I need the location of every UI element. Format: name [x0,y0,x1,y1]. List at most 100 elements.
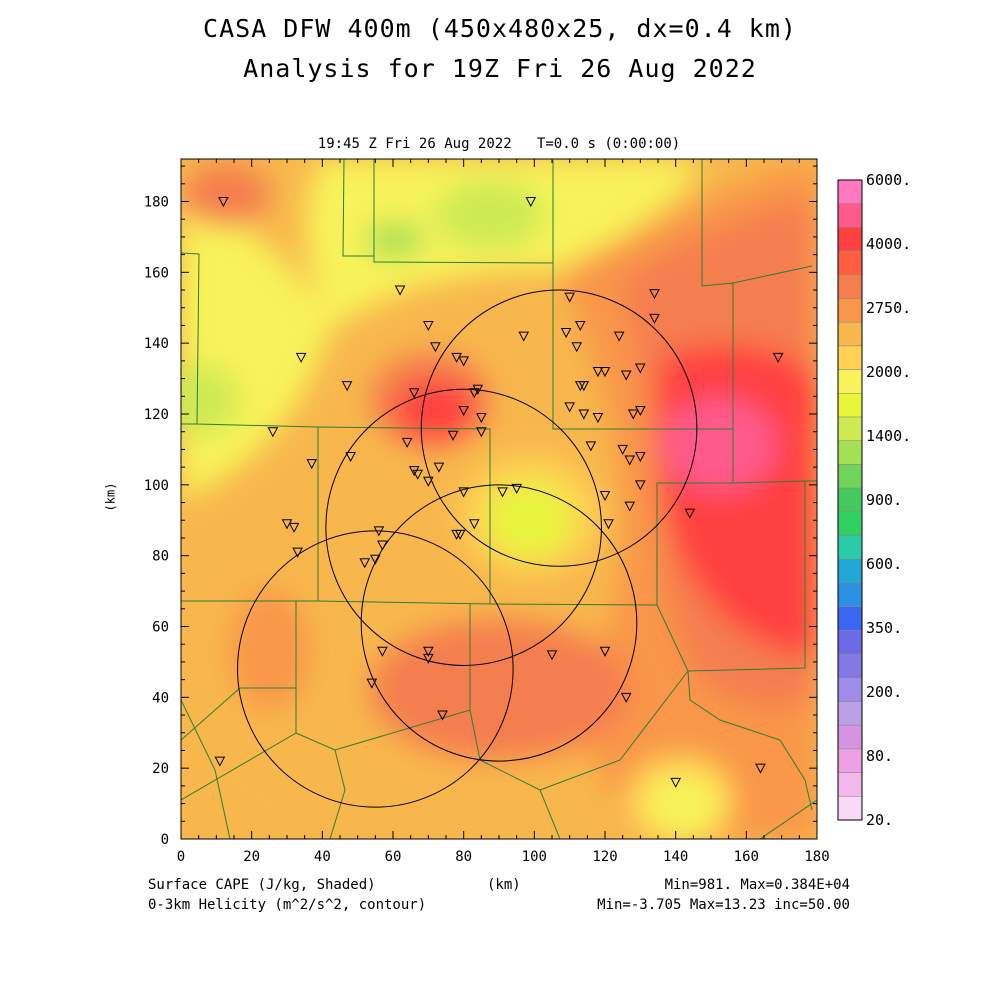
station-marker [617,444,628,455]
colorbar-swatch [837,298,863,323]
colorbar-swatch [837,582,863,607]
colorbar-swatch [837,511,863,536]
station-marker [772,352,784,363]
station-marker [635,363,646,374]
station-marker [366,678,378,689]
station-marker [218,197,229,208]
station-marker [670,777,681,788]
station-marker [430,342,441,353]
station-marker [635,480,646,491]
colorbar-swatch [837,653,863,679]
station-marker [497,487,508,498]
colorbar-swatch [837,416,863,441]
station-marker [585,441,597,452]
station-marker [377,646,388,657]
station-marker [620,692,632,703]
colorbar-label: 200. [866,683,902,701]
radar-circle-4 [237,530,514,808]
station-marker [518,331,530,342]
station-marker [599,646,611,657]
station-marker [476,413,487,424]
colorbar-label: 80. [866,747,893,765]
y-tick-label: 80 [152,549,169,565]
y-axis-unit-label: (km) [103,482,118,512]
station-marker [458,405,469,417]
station-marker [359,558,371,569]
station-marker [649,289,660,300]
colorbar-swatch [837,250,863,276]
station-marker [592,367,604,378]
colorbar-swatch [837,393,863,418]
x-tick-label: 40 [314,849,331,865]
colorbar-label: 4000. [866,235,911,253]
colorbar-label: 600. [866,555,902,573]
x-tick-label: 180 [804,849,829,865]
colorbar-swatch [837,535,863,560]
y-tick-label: 0 [161,832,169,848]
station-marker [468,388,480,399]
colorbar-swatch [837,345,863,370]
colorbar-swatch [837,748,863,773]
station-marker [624,455,636,466]
colorbar-label: 2750. [866,299,911,317]
station-marker [624,501,636,512]
station-marker [620,370,632,381]
station-marker [451,352,462,363]
station-marker [373,526,385,537]
colorbar-swatch [837,369,863,394]
station-marker [281,519,293,530]
radar-circle-1 [420,289,698,567]
y-tick-label: 40 [152,690,169,706]
station-marker [345,452,356,463]
station-marker [447,430,459,441]
x-tick-label: 20 [243,849,260,865]
x-tick-label: 120 [592,849,617,865]
x-tick-label: 0 [177,849,185,865]
colorbar-swatch [837,724,863,750]
colorbar-label: 350. [866,619,902,637]
colorbar-label: 900. [866,491,902,509]
footer-field-range: Min=981. Max=0.384E+04 [664,877,850,893]
y-axis: 0 20 40 60 80 100 120 140 160 180 [144,165,817,848]
colorbar-frame [837,179,863,821]
county-boundaries [181,159,817,839]
y-tick-label: 60 [152,620,169,636]
colorbar-swatch [837,227,863,252]
station-marker [412,469,424,480]
station-marker [433,462,445,473]
colorbar-swatch [837,440,863,465]
station-marker [635,452,646,463]
colorbar-swatch [837,321,863,347]
station-marker [649,313,660,324]
station-marker [613,331,625,342]
station-marker [578,381,590,392]
station-marker [592,413,604,424]
station-marker [684,508,696,519]
station-marker [423,653,434,664]
station-marker [511,483,522,494]
station-marker [306,459,318,470]
station-marker [408,466,420,477]
station-marker [525,197,537,208]
colorbar-label: 6000. [866,171,911,189]
station-marker [458,356,469,367]
station-marker [571,342,583,353]
y-tick-label: 120 [144,407,169,423]
x-tick-label: 160 [734,849,759,865]
valid-time-label: 19:45 Z Fri 26 Aug 2022 T=0.0 s (0:00:00… [317,136,681,152]
station-marker [755,763,766,774]
station-marker [599,490,611,502]
y-tick-label: 140 [144,336,169,352]
x-tick-label: 140 [663,849,688,865]
station-marker [635,405,646,417]
station-marker [295,352,307,363]
station-marker [267,427,279,438]
colorbar-label: 2000. [866,363,911,381]
footer-contour-range: Min=-3.705 Max=13.23 inc=50.00 [597,897,850,913]
colorbar-swatch [837,203,863,228]
color-scale-legend: 6000. 4000. 2750. 2000. 1400. 900. 600. 350. 200… [837,171,911,829]
y-tick-label: 20 [152,761,169,777]
station-marker [578,409,590,420]
station-marker [394,285,406,296]
station-marker [472,384,484,395]
